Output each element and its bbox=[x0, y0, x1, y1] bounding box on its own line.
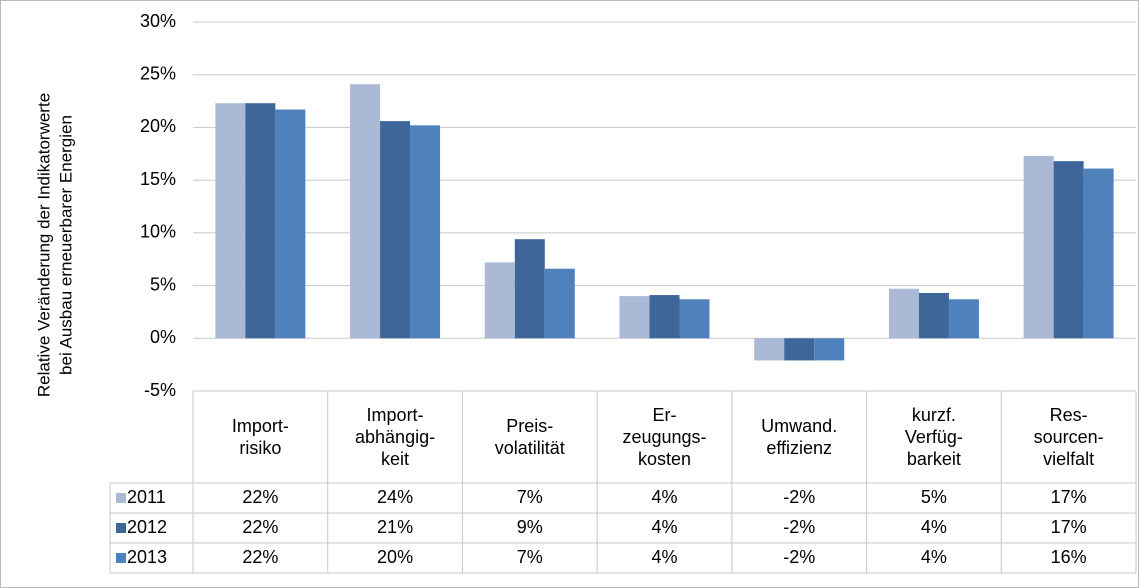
table-value: 22% bbox=[242, 517, 278, 537]
bar bbox=[350, 84, 381, 339]
bar bbox=[275, 109, 306, 339]
table-value: -2% bbox=[783, 547, 815, 567]
y-tick-label: 10% bbox=[140, 222, 176, 242]
table-value: 4% bbox=[651, 547, 677, 567]
table-value: 4% bbox=[921, 517, 947, 537]
category-label: Res- sourcen- vielfalt bbox=[1033, 405, 1104, 469]
bar bbox=[1023, 155, 1054, 339]
bar bbox=[754, 338, 785, 361]
legend-label: 2012 bbox=[127, 517, 167, 537]
table-value: 7% bbox=[517, 547, 543, 567]
category-label: Import- risiko bbox=[231, 416, 289, 458]
bar bbox=[814, 338, 845, 361]
bar bbox=[514, 239, 545, 339]
y-tick-label: 30% bbox=[140, 11, 176, 31]
category-label: Umwand. effizienz bbox=[761, 416, 838, 458]
y-tick-label: 20% bbox=[140, 116, 176, 136]
legend-label: 2013 bbox=[127, 547, 167, 567]
bar bbox=[380, 121, 411, 339]
bar bbox=[1083, 168, 1114, 339]
table-value: 17% bbox=[1051, 487, 1087, 507]
y-tick-label: 15% bbox=[140, 169, 176, 189]
y-tick-label: 5% bbox=[150, 274, 176, 294]
table-value: 7% bbox=[517, 487, 543, 507]
table-value: 21% bbox=[377, 517, 413, 537]
table-value: 22% bbox=[242, 547, 278, 567]
y-axis-title: bei Ausbau erneuerbarer Energien bbox=[56, 115, 75, 375]
bar bbox=[1053, 161, 1084, 339]
bar bbox=[948, 299, 979, 339]
bar bbox=[410, 125, 441, 339]
table-value: 4% bbox=[651, 487, 677, 507]
bar bbox=[544, 268, 575, 339]
y-tick-label: 25% bbox=[140, 63, 176, 83]
table-value: 22% bbox=[242, 487, 278, 507]
legend-swatch bbox=[116, 493, 126, 503]
table-value: 4% bbox=[651, 517, 677, 537]
table-value: 5% bbox=[921, 487, 947, 507]
table-value: 16% bbox=[1051, 547, 1087, 567]
legend-swatch bbox=[116, 553, 126, 563]
category-label: Preis- volatilität bbox=[494, 416, 565, 458]
bar bbox=[679, 299, 710, 339]
table-value: 20% bbox=[377, 547, 413, 567]
y-tick-label: 0% bbox=[150, 327, 176, 347]
category-label: kurzf. Verfüg- barkeit bbox=[904, 405, 963, 469]
table-value: 4% bbox=[921, 547, 947, 567]
bar bbox=[649, 295, 680, 339]
bar bbox=[888, 288, 919, 339]
bar bbox=[215, 103, 246, 339]
y-tick-label: -5% bbox=[144, 380, 176, 400]
bar bbox=[918, 292, 949, 339]
legend-label: 2011 bbox=[127, 487, 166, 507]
bar bbox=[484, 262, 515, 339]
legend-swatch bbox=[116, 523, 126, 533]
category-label: Er- zeugungs- kosten bbox=[622, 405, 707, 469]
bar bbox=[245, 103, 276, 339]
table-value: 9% bbox=[517, 517, 543, 537]
category-label: Import- abhängig- keit bbox=[355, 405, 436, 469]
bar bbox=[784, 338, 815, 361]
table-value: -2% bbox=[783, 487, 815, 507]
y-axis-title: Relative Veränderung der Indikatorwerte bbox=[34, 93, 53, 397]
table-value: 17% bbox=[1051, 517, 1087, 537]
table-value: 24% bbox=[377, 487, 413, 507]
bar bbox=[619, 296, 650, 339]
table-value: -2% bbox=[783, 517, 815, 537]
